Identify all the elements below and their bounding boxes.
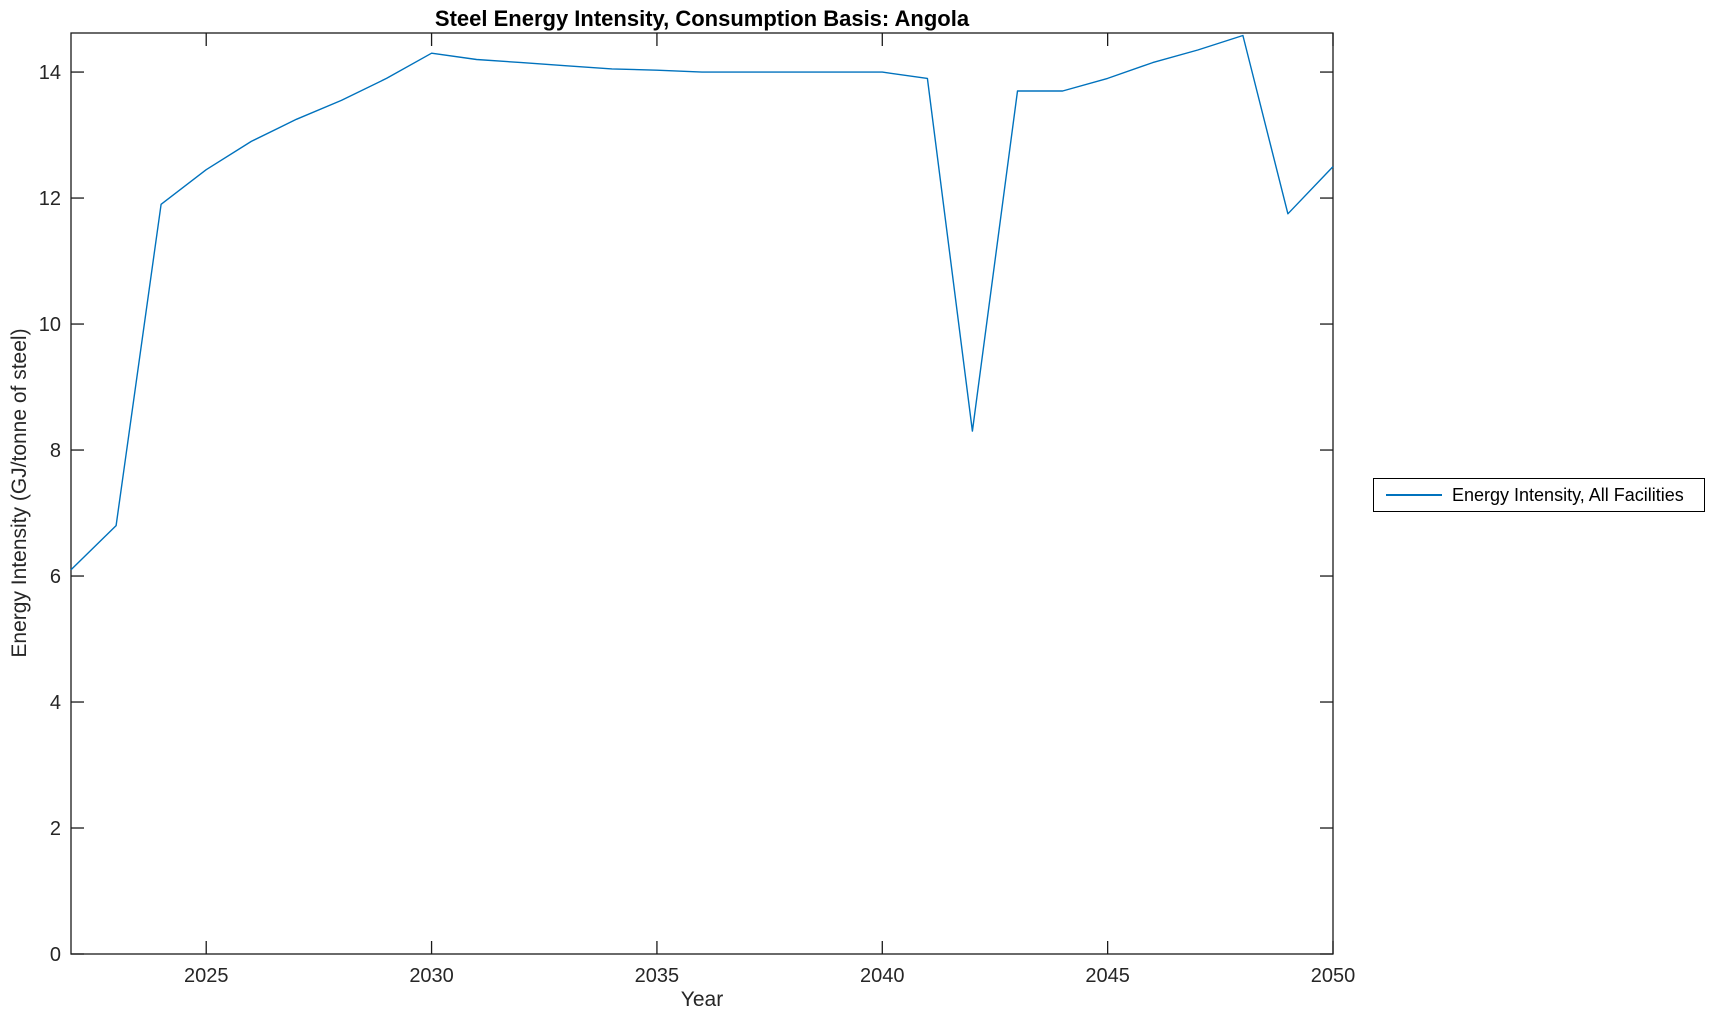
x-tick-label: 2040 bbox=[860, 965, 905, 987]
legend-line-swatch-icon bbox=[1386, 494, 1442, 496]
y-tick-label: 6 bbox=[50, 566, 61, 588]
chart-title: Steel Energy Intensity, Consumption Basi… bbox=[434, 6, 970, 31]
y-tick-label: 2 bbox=[50, 818, 61, 840]
x-tick-label: 2050 bbox=[1311, 965, 1356, 987]
x-tick-label: 2025 bbox=[184, 965, 229, 987]
y-tick-label: 8 bbox=[50, 440, 61, 462]
series-line bbox=[70, 34, 1334, 571]
axes-box bbox=[70, 32, 1334, 955]
y-tick-label: 12 bbox=[39, 188, 61, 210]
x-axis-label: Year bbox=[680, 988, 724, 1011]
y-tick-label: 14 bbox=[39, 62, 61, 84]
y-tick-label: 10 bbox=[39, 314, 61, 336]
legend-label: Energy Intensity, All Facilities bbox=[1452, 484, 1684, 505]
legend: Energy Intensity, All Facilities bbox=[1373, 478, 1705, 512]
y-tick-label: 0 bbox=[50, 944, 61, 966]
y-tick-label: 4 bbox=[50, 692, 61, 714]
x-tick-label: 2030 bbox=[409, 965, 454, 987]
x-tick-label: 2045 bbox=[1085, 965, 1130, 987]
x-tick-label: 2035 bbox=[635, 965, 680, 987]
